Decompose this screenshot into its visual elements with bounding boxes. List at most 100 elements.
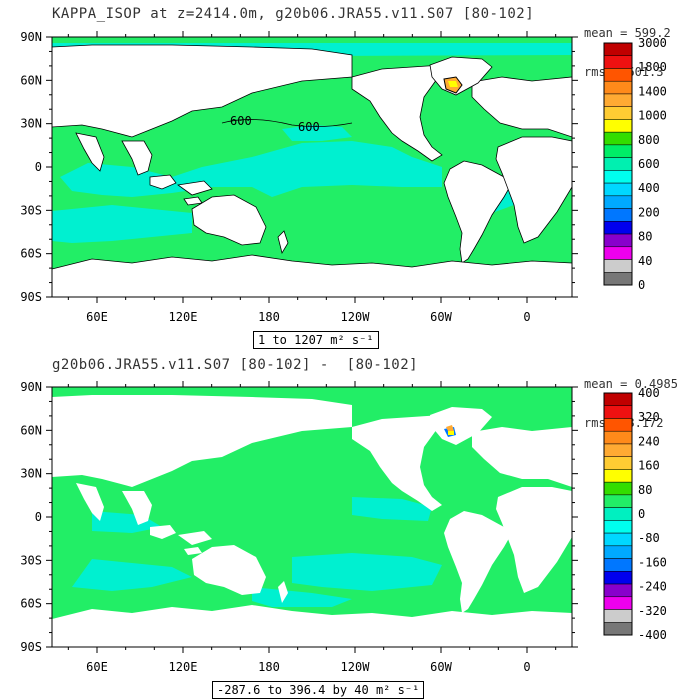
lon-label: 60E [86,310,108,324]
lon-label: 120E [169,660,198,674]
lat-label: 90S [20,290,42,304]
colorbar-segment [603,532,633,547]
colorbar-label: 800 [638,133,660,147]
panel1-range-box: 1 to 1207 m² s⁻¹ [253,331,379,349]
lat-label: 60S [20,597,42,611]
low-value-patch [352,497,432,521]
colorbar-segment [603,443,633,457]
colorbar-segment [603,430,633,445]
land-mask [495,136,573,244]
map-area: 600 600 [51,37,573,298]
colorbar-label: 400 [638,181,660,195]
land-mask [149,174,177,190]
colorbar-label: 1800 [638,60,667,74]
colorbar-segment [603,392,633,406]
land-mask [75,132,105,172]
land-mask [121,140,153,176]
colorbar-label: 1400 [638,84,667,98]
land-mask [278,581,288,603]
colorbar-frame [603,392,633,636]
land-mask [52,395,352,487]
lon-label: 120W [341,660,371,674]
land-mask [277,230,289,255]
colorbar-label: 160 [638,459,660,473]
colorbar-segment [603,558,633,572]
land-mask [472,427,572,487]
lon-label: 0 [523,660,530,674]
panel2-title: g20b06.JRA55.v11.S07 [80-102] - [80-102] [52,357,419,373]
low-value-patch [282,125,352,141]
lat-label: 30N [20,117,42,131]
lat-label: 60S [20,247,42,261]
land-mask [430,407,492,445]
land-mask [122,491,152,525]
colorbar-label: 1000 [638,109,667,123]
colorbar-segment [603,520,633,534]
colorbar-label: 240 [638,434,660,448]
hotspot-core [446,425,454,431]
colorbar-segment [603,481,633,496]
colorbar-label: -80 [638,531,660,545]
lat-label: 90N [20,380,42,394]
low-value-patch [72,559,192,591]
colorbar-segment [603,609,633,623]
lon-label: 180 [258,660,280,674]
lon-label: 120E [169,310,198,324]
land-mask [51,44,353,138]
lon-label: 60W [430,310,452,324]
hotspot-core [448,81,458,87]
land-mask [176,180,213,196]
colorbar-segment [603,507,633,521]
colorbar-segment [603,571,633,585]
colorbar-label: 400 [638,386,660,400]
panel1-mean: mean = 599.2 [584,26,671,40]
lon-label: 120W [341,310,371,324]
lon-label: 180 [258,310,280,324]
colorbar-segment [603,622,633,636]
panel1-title: KAPPA_ISOP at z=2414.0m, g20b06.JRA55.v1… [52,6,535,22]
colorbar-segment [603,469,633,483]
colorbar-segment [603,456,633,470]
lon-label: 0 [523,310,530,324]
land-mask [184,547,202,555]
colorbar-segment [603,596,633,610]
land-mask [76,483,104,521]
lon-label: 60E [86,660,108,674]
lat-label: 30S [20,203,42,217]
colorbar-label: 200 [638,205,660,219]
colorbar-segment [603,418,633,432]
colorbar-label: 0 [638,278,645,292]
colorbar-segment [603,405,633,419]
colorbar-label: 80 [638,483,652,497]
land-mask [178,531,212,545]
land-mask [192,545,266,595]
low-value-patch [252,587,352,607]
contour-line [221,119,353,127]
land-mask [443,160,513,264]
land-mask [191,194,267,246]
lat-label: 30N [20,467,42,481]
colorbar-label: -240 [638,580,667,594]
lat-label: 60N [20,423,42,437]
colorbar-label: 40 [638,254,652,268]
land-mask [444,511,512,613]
panel2-range-box: -287.6 to 396.4 by 40 m² s⁻¹ [212,681,425,699]
map-area [52,387,572,647]
land-mask [150,525,176,539]
land-mask [471,76,573,138]
lat-label: 30S [20,553,42,567]
land-mask [352,415,452,511]
colorbar-label: 80 [638,230,652,244]
low-value-patch [292,553,442,591]
colorbar-segment [603,583,633,598]
land-mask [52,605,572,647]
colorbar-label: 320 [638,410,660,424]
colorbar-label: -160 [638,555,667,569]
panel2-mean: mean = 0.4985 [584,377,678,391]
colorbar-frame [603,42,633,286]
colorbar-label: 0 [638,507,645,521]
hotspot-edge [448,431,454,435]
colorbar-segment [603,494,633,508]
